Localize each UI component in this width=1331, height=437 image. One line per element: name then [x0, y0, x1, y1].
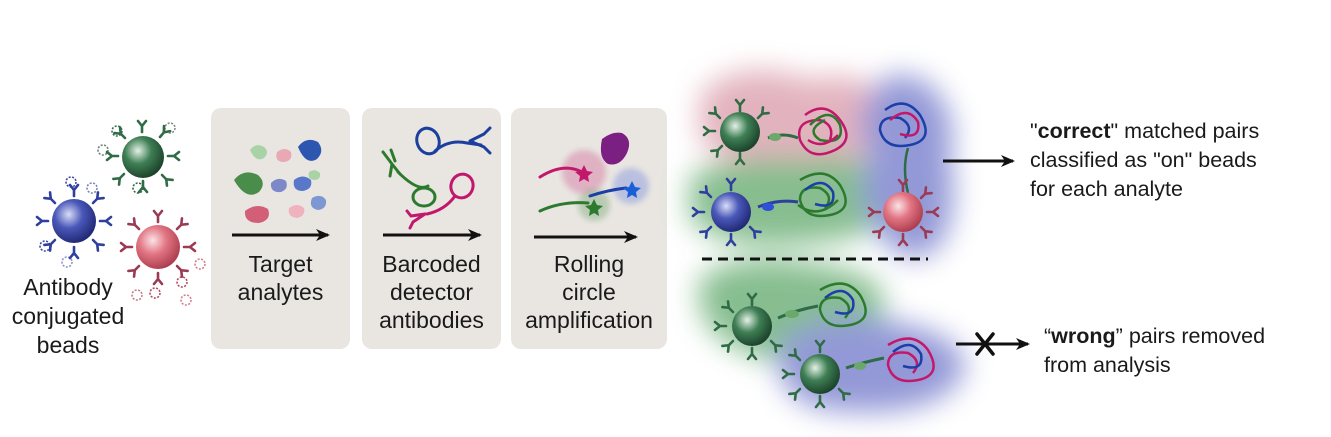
step-3-line1: Rolling: [553, 251, 625, 277]
correct-line1: "correct" matched pairs: [1030, 117, 1325, 146]
beads-label-line2: conjugated: [11, 303, 125, 329]
step-1-line2: analytes: [237, 279, 324, 305]
correct-quote-open: ": [1030, 119, 1038, 143]
correct-line2: classified as "on" beads: [1030, 148, 1257, 172]
wrong-line2: from analysis: [1044, 353, 1171, 377]
blue-bead-icon: [35, 183, 113, 260]
step-2-line1: Barcoded: [382, 251, 481, 277]
step-2-line3: antibodies: [379, 307, 484, 333]
step-panel-rolling-circle: [511, 108, 667, 349]
wrong-line1: “wrong” pairs removed: [1044, 322, 1324, 351]
step-panel-barcoded-antibodies: [362, 108, 501, 349]
reject-x-icon: [975, 332, 995, 356]
step-label-target-analytes: Target analytes: [211, 250, 350, 306]
step-3-line2: circle: [562, 279, 616, 305]
beads-label: Antibody conjugated beads: [8, 273, 128, 360]
wrong-keyword: wrong: [1051, 324, 1116, 348]
correct-line1-rest: matched pairs: [1118, 119, 1260, 143]
step-3-line3: amplification: [525, 307, 653, 333]
wrong-pairs-group: [713, 282, 935, 409]
correct-keyword: correct: [1037, 119, 1111, 143]
beads-label-line3: beads: [36, 332, 100, 358]
barcoded-antibodies-icons: [381, 126, 492, 230]
step-1-line1: Target: [248, 251, 313, 277]
correct-pairs-group: [691, 98, 940, 247]
step-label-barcoded-antibodies: Barcoded detector antibodies: [362, 250, 501, 334]
step-panel-target-analytes: [211, 108, 350, 349]
antibody-conjugated-beads-group: [35, 119, 206, 306]
rca-icons: [538, 132, 649, 221]
correct-quote-close: ": [1110, 119, 1119, 143]
step-2-line2: detector: [389, 279, 474, 305]
correct-line3: for each analyte: [1030, 177, 1183, 201]
wrong-quote-open: “: [1044, 324, 1052, 348]
wrong-pairs-label: “wrong” pairs removed from analysis: [1044, 322, 1324, 380]
wrong-line1-rest: pairs removed: [1122, 324, 1266, 348]
red-bead-icon: [119, 209, 197, 286]
wrong-quote-close: ”: [1115, 324, 1123, 348]
correct-pairs-label: "correct" matched pairs classified as "o…: [1030, 117, 1325, 204]
step-label-rolling-circle: Rolling circle amplification: [511, 250, 667, 334]
target-analytes-icons: [234, 139, 327, 223]
green-bead-icon: [105, 119, 181, 194]
beads-label-line1: Antibody: [23, 274, 113, 300]
